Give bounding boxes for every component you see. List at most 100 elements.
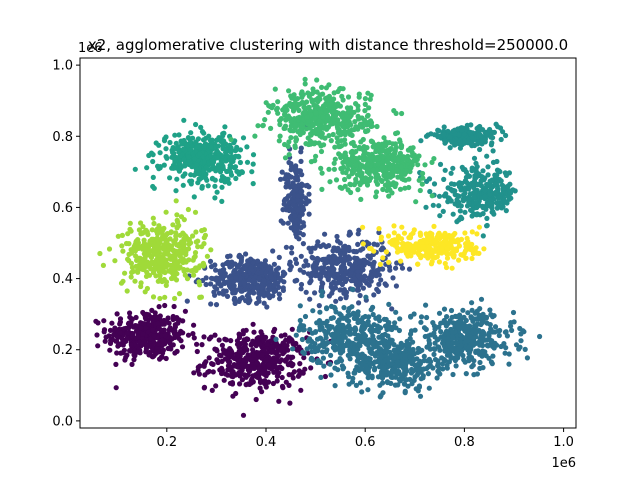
scatter-point (327, 361, 333, 367)
scatter-point (390, 275, 396, 281)
scatter-point (157, 356, 163, 362)
scatter-point (150, 294, 157, 300)
scatter-point (493, 189, 499, 195)
scatter-point (268, 274, 274, 280)
scatter-point (491, 345, 497, 351)
scatter-point (246, 299, 252, 305)
scatter-point (469, 229, 475, 235)
scatter-point (319, 293, 325, 299)
scatter-point (307, 138, 313, 144)
scatter-point (320, 320, 326, 326)
scatter-point (433, 238, 439, 244)
scatter-point (365, 375, 371, 381)
scatter-point (377, 346, 383, 352)
scatter-point (161, 138, 168, 144)
scatter-point (456, 257, 462, 263)
scatter-point (111, 332, 117, 338)
scatter-point (407, 348, 413, 355)
scatter-point (347, 256, 353, 262)
scatter-point (180, 138, 186, 144)
scatter-point (406, 266, 413, 272)
scatter-point (490, 148, 496, 154)
scatter-point (321, 142, 327, 148)
scatter-point (356, 145, 362, 151)
scatter-point (275, 110, 281, 116)
scatter-point (461, 357, 467, 363)
scatter-point (350, 158, 357, 164)
scatter-point (322, 231, 328, 237)
scatter-point (208, 281, 214, 287)
scatter-point (249, 376, 255, 382)
scatter-point (307, 296, 313, 302)
scatter-points (93, 76, 543, 418)
scatter-point (382, 323, 389, 329)
scatter-point (275, 99, 281, 105)
scatter-point (225, 367, 231, 373)
scatter-point (200, 137, 207, 143)
scatter-point (141, 321, 147, 327)
scatter-point (261, 347, 267, 353)
scatter-point (248, 256, 254, 262)
scatter-point (479, 350, 485, 356)
scatter-point (126, 320, 132, 326)
scatter-point (337, 240, 343, 246)
scatter-point (162, 294, 168, 300)
scatter-point (161, 245, 167, 251)
scatter-point (278, 176, 284, 182)
scatter-point (221, 288, 227, 294)
scatter-point (370, 264, 376, 270)
scatter-point (388, 353, 394, 359)
scatter-point (261, 300, 267, 306)
scatter-point (214, 357, 220, 363)
scatter-point (510, 187, 516, 193)
scatter-point (289, 326, 295, 332)
scatter-point (266, 362, 272, 368)
scatter-point (279, 365, 285, 372)
scatter-point (292, 224, 299, 230)
scatter-point (182, 308, 188, 314)
scatter-point (173, 188, 179, 194)
scatter-point (138, 283, 144, 290)
scatter-point (329, 258, 335, 264)
scatter-point (335, 271, 341, 277)
scatter-point (337, 279, 343, 285)
scatter-point (168, 256, 174, 262)
scatter-point (404, 248, 410, 254)
scatter-point (306, 245, 312, 251)
scatter-point (489, 361, 495, 367)
scatter-point (290, 202, 296, 208)
scatter-point (385, 179, 391, 186)
scatter-point (398, 258, 404, 264)
scatter-point (299, 121, 305, 127)
scatter-point (118, 350, 124, 356)
scatter-point (378, 277, 384, 283)
scatter-point (155, 278, 161, 284)
scatter-point (469, 307, 475, 313)
scatter-point (440, 208, 446, 214)
scatter-point (391, 223, 397, 229)
scatter-point (469, 247, 475, 253)
scatter-point (214, 348, 220, 354)
scatter-point (443, 328, 450, 334)
scatter-point (414, 372, 420, 378)
scatter-point (436, 324, 442, 330)
scatter-point (290, 346, 296, 352)
scatter-point (150, 174, 156, 180)
scatter-point (286, 335, 292, 341)
scatter-point (189, 164, 195, 170)
scatter-point (487, 200, 493, 207)
scatter-point (467, 129, 473, 135)
scatter-point (120, 248, 126, 254)
scatter-point (295, 207, 301, 213)
scatter-point (313, 110, 319, 116)
scatter-point (210, 369, 216, 375)
scatter-point (216, 290, 222, 296)
scatter-point (226, 180, 232, 186)
scatter-point (114, 350, 120, 356)
scatter-point (408, 331, 414, 337)
scatter-point (328, 121, 334, 127)
scatter-point (180, 259, 186, 266)
scatter-point (282, 176, 288, 182)
scatter-point (485, 343, 491, 349)
